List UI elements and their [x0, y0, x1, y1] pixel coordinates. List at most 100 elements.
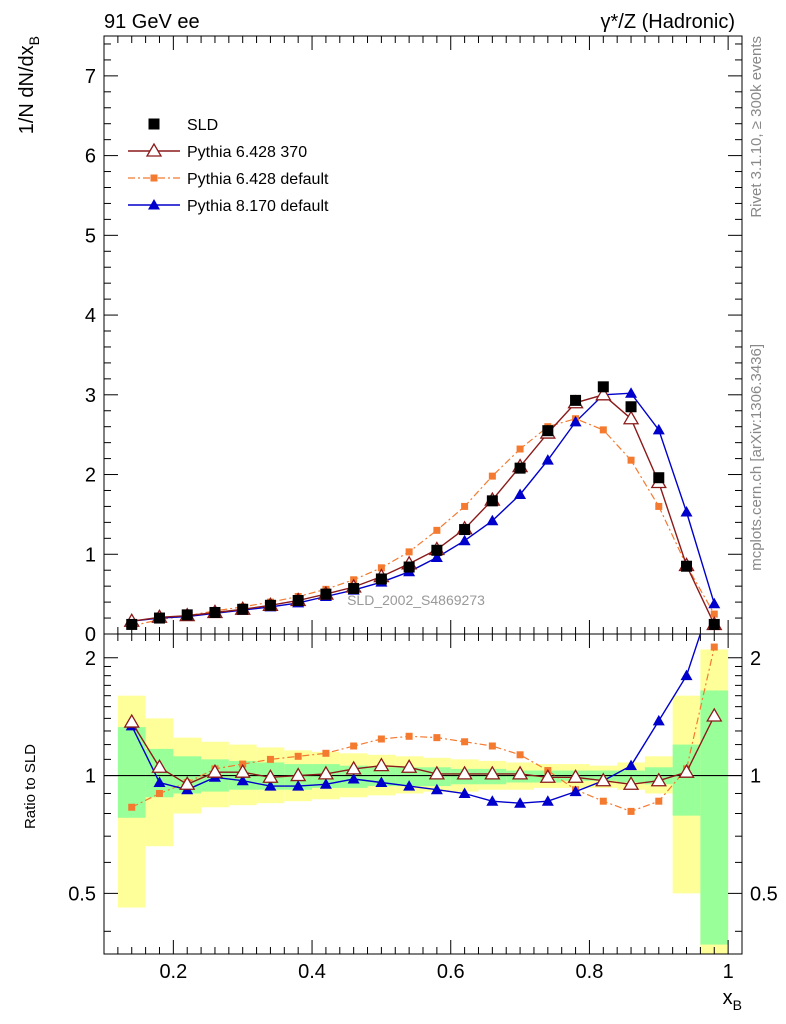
- ratio-point-p6_370: [511, 765, 529, 780]
- main-point-sld: [320, 588, 332, 600]
- ratio-point-p6_370: [595, 772, 612, 787]
- ratio-point-p6_370: [206, 763, 224, 778]
- x-axis-label-sub: B: [733, 997, 742, 1013]
- header-left: 91 GeV ee: [104, 11, 200, 33]
- ratio-band-inner: [672, 744, 701, 816]
- ratio-ytick-label-right: 1: [750, 766, 761, 788]
- main-point-sld: [403, 561, 415, 573]
- svg-text:1/N dN/dxB: 1/N dN/dxB: [16, 36, 42, 134]
- ratio-point-p8_default: [292, 780, 305, 791]
- ratio-point-p8_default: [486, 795, 499, 806]
- main-ytick-label: 6: [85, 146, 96, 168]
- ratio-point-p6_default: [322, 749, 330, 757]
- ratio-point-p6_default: [405, 732, 413, 740]
- ratio-point-p6_370: [234, 763, 251, 778]
- main-ytick-label: 3: [85, 385, 96, 407]
- main-point-sld: [597, 381, 609, 393]
- ratio-line-p8_default: [131, 634, 702, 804]
- ratio-point-p8_default: [514, 797, 527, 808]
- legend-marker-p6_default: [150, 174, 158, 182]
- x-axis-label: xB: [723, 987, 742, 1013]
- ratio-series: [123, 634, 723, 815]
- main-ytick-label: 4: [85, 305, 96, 327]
- main-point-sld: [126, 618, 138, 630]
- main-ytick-label: 2: [85, 465, 96, 487]
- main-ylabel: 1/N dN/dxB: [16, 36, 42, 134]
- ratio-point-p6_370: [484, 765, 501, 780]
- x-tick-label: 0.4: [298, 961, 326, 983]
- ratio-point-p8_default: [652, 714, 665, 726]
- ratio-ytick-label: 0.5: [68, 883, 96, 905]
- main-point-sld: [570, 394, 582, 406]
- main-point-sld: [237, 603, 249, 615]
- ratio-point-p6_default: [377, 735, 385, 743]
- main-line-p6_default: [131, 418, 715, 627]
- main-ytick-label: 1: [85, 544, 96, 566]
- ratio-point-p8_default: [625, 759, 638, 771]
- main-ytick-label: 0: [85, 624, 96, 646]
- ratio-point-p6_default: [655, 797, 663, 805]
- main-point-p8_default: [569, 415, 582, 427]
- main-point-p6_default: [516, 445, 524, 453]
- x-tick-label: 0.8: [576, 961, 604, 983]
- main-series: [123, 381, 723, 631]
- main-point-sld: [209, 606, 221, 618]
- ratio-point-p8_default: [236, 774, 249, 786]
- ratio-point-p6_370: [428, 765, 446, 780]
- main-point-p8_default: [458, 534, 471, 546]
- ratio-point-p8_default: [153, 776, 166, 788]
- ratio-ylabel: Ratio to SLD: [22, 744, 39, 829]
- main-point-p8_default: [680, 506, 693, 517]
- ratio-point-p8_default: [264, 780, 277, 791]
- ratio-point-p6_default: [627, 807, 635, 815]
- ratio-point-p6_370: [622, 775, 640, 790]
- main-point-sld: [681, 560, 693, 572]
- legend-label-p6_default: Pythia 6.428 default: [187, 171, 329, 188]
- ratio-point-p6_default: [155, 789, 163, 797]
- main-point-sld: [459, 524, 471, 536]
- main-point-p8_default: [541, 454, 554, 465]
- x-tick-label: 0.6: [437, 961, 465, 983]
- x-axis-label-text: x: [723, 987, 733, 1009]
- ratio-point-p6_370: [179, 775, 196, 790]
- main-point-p6_default: [405, 548, 413, 556]
- main-point-sld: [348, 583, 360, 595]
- main-point-sld: [625, 401, 637, 413]
- ratio-point-p6_370: [290, 767, 307, 782]
- ratio-point-p6_370: [456, 765, 473, 780]
- main-ylabel-sub: B: [26, 36, 42, 45]
- main-point-p8_default: [708, 597, 721, 609]
- main-ticks: 0 1 2 3 4 5 6 7: [85, 36, 742, 646]
- main-point-p8_default: [514, 488, 527, 499]
- mcplots-note: mcplots.cern.ch [arXiv:1306.3436]: [748, 344, 765, 571]
- ratio-point-p6_default: [710, 643, 718, 651]
- main-point-p6_default: [627, 456, 635, 464]
- ratio-point-p8_default: [403, 780, 416, 791]
- ratio-point-p6_370: [539, 768, 556, 783]
- ratio-point-p6_370: [317, 765, 335, 780]
- ratio-point-p6_default: [488, 742, 496, 750]
- ratio-point-p6_370: [706, 707, 723, 722]
- x-tick-label: 0.2: [159, 961, 187, 983]
- ratio-point-p6_default: [516, 751, 524, 759]
- ratio-point-p6_default: [266, 755, 274, 763]
- ratio-ytick-label: 2: [85, 648, 96, 670]
- main-panel: 0 1 2 3 4 5 6 7 SLD_2002_S4869273 1/N dN/dxB SL…: [16, 35, 743, 646]
- main-point-sld: [153, 612, 165, 624]
- main-point-p6_370: [622, 410, 640, 425]
- analysis-label: SLD_2002_S4869273: [347, 592, 485, 608]
- main-point-sld: [264, 599, 276, 611]
- main-point-p8_default: [486, 514, 499, 526]
- main-point-p8_default: [652, 423, 665, 435]
- ratio-series-group: [123, 634, 723, 815]
- ratio-point-p6_370: [567, 768, 584, 783]
- main-point-p6_default: [488, 472, 496, 480]
- ratio-point-p6_default: [433, 734, 441, 742]
- main-line-p6_370: [131, 394, 715, 625]
- ratio-panel: 0.5 0.5 1 1 2 2 0.2 0.4 0.6 0.8 1 Ratio to SLD xB: [22, 633, 778, 1013]
- ratio-bands: [117, 649, 729, 954]
- ratio-point-p6_default: [461, 738, 469, 746]
- legend-marker-p6_370: [145, 142, 163, 157]
- ratio-point-p6_370: [151, 758, 168, 773]
- main-point-p6_370: [595, 386, 612, 401]
